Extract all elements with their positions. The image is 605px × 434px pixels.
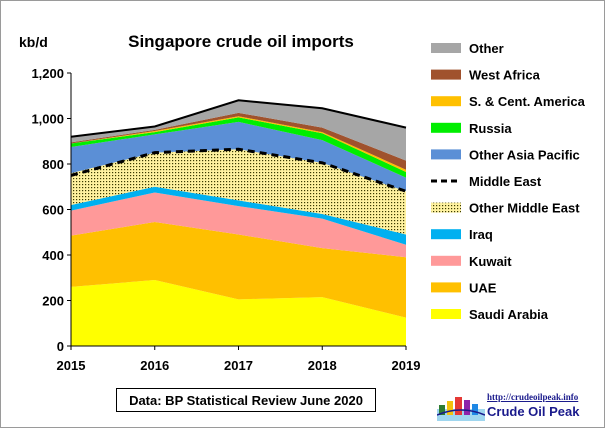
x-tick-label: 2019 (392, 358, 421, 373)
legend-label-iraq: Iraq (469, 227, 493, 242)
area-other-middle-east (71, 149, 406, 235)
total-outline (70, 99, 407, 138)
line-middle-east (70, 147, 407, 193)
legend-label-west-africa: West Africa (469, 68, 541, 83)
legend-swatch-other-middle-east (431, 202, 461, 213)
line-series (70, 147, 407, 193)
legend-label-saudi-arabia: Saudi Arabia (469, 307, 549, 322)
legend-swatch-uae (431, 282, 461, 293)
x-tick-label: 2016 (140, 358, 169, 373)
area-other (71, 100, 406, 161)
y-axis-label: kb/d (19, 34, 48, 50)
legend-swatch-russia (431, 122, 461, 133)
legend-label-russia: Russia (469, 121, 512, 136)
source-note: Data: BP Statistical Review June 2020 (116, 388, 376, 412)
y-tick-label: 0 (57, 339, 64, 354)
area-uae (71, 222, 406, 318)
y-tick-label: 600 (42, 203, 64, 218)
area-saudi-arabia (71, 280, 406, 346)
legend-swatch-saudi-arabia (431, 309, 461, 319)
legend-swatch-iraq (431, 229, 461, 240)
legend: Other West Africa S. & Cent. America Russia… (431, 41, 586, 322)
legend-label-other-asia-pacific: Other Asia Pacific (469, 147, 580, 162)
logo-icon (437, 397, 485, 421)
area-kuwait (71, 192, 406, 258)
logo-name: Crude Oil Peak (487, 404, 580, 419)
legend-label-middle-east: Middle East (469, 174, 542, 189)
area-layers (70, 99, 407, 346)
legend-label-other-middle-east: Other Middle East (469, 201, 580, 216)
legend-label-other: Other (469, 41, 504, 56)
area-russia (71, 117, 406, 178)
y-tick-label: 1,000 (31, 112, 64, 127)
y-tick-label: 1,200 (31, 66, 64, 81)
legend-label-s-cent-america: S. & Cent. America (469, 94, 586, 109)
y-tick-label: 400 (42, 248, 64, 263)
axes: 0 200 400 600 800 1,000 1,200 2015 2016 2017 2018 2… (31, 66, 420, 373)
legend-swatch-kuwait (431, 255, 461, 266)
legend-swatch-other (431, 43, 461, 53)
x-tick-label: 2015 (57, 358, 86, 373)
chart-title: Singapore crude oil imports (128, 32, 354, 51)
logo-url[interactable]: http://crudeoilpeak.info (487, 392, 579, 402)
x-tick-label: 2018 (308, 358, 337, 373)
legend-swatch-s-cent-america (431, 96, 461, 107)
legend-swatch-west-africa (431, 69, 461, 80)
legend-label-uae: UAE (469, 280, 497, 295)
y-tick-label: 800 (42, 157, 64, 172)
area-other-asia-pacific (71, 121, 406, 192)
x-tick-label: 2017 (224, 358, 253, 373)
legend-swatch-other-asia-pacific (431, 149, 461, 160)
y-tick-label: 200 (42, 294, 64, 309)
legend-label-kuwait: Kuwait (469, 254, 512, 269)
